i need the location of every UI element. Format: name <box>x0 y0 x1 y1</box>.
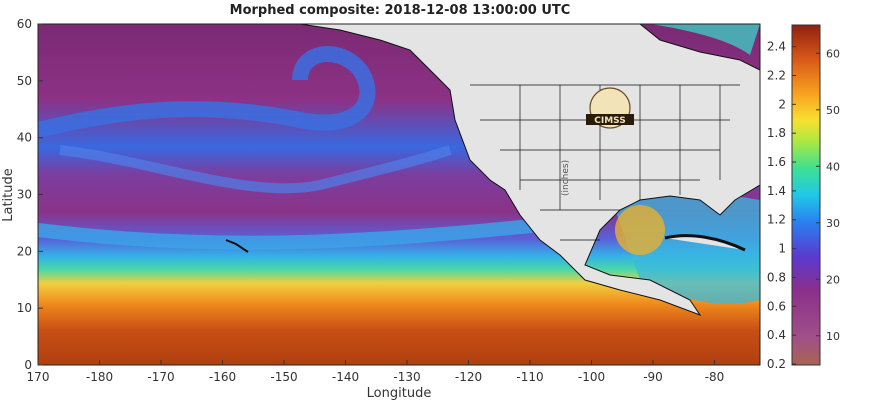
x-tick-label: -160 <box>209 370 236 384</box>
colorbar <box>791 24 821 366</box>
cb-mm-tick-label: 20 <box>826 273 840 286</box>
x-tick-label: -80 <box>705 370 725 384</box>
x-tick-label: -90 <box>643 370 663 384</box>
x-axis-ticks: 170 -180 -170 -160 -150 -140 -130 -120 -110 -100 -… <box>27 360 725 384</box>
cb-inch-tick-label: 2.4 <box>767 40 786 54</box>
x-tick-label: -180 <box>86 370 113 384</box>
moisture-band <box>59 145 452 194</box>
y-tick-label: 40 <box>17 131 32 145</box>
cb-inch-tick-label: 0.8 <box>767 270 786 284</box>
north-america-land <box>299 24 760 317</box>
y-axis-label: Latitude <box>1 168 16 222</box>
cb-inch-tick-label: 1.4 <box>767 184 786 198</box>
cimss-logo: CIMSS <box>586 87 634 129</box>
y-tick-label: 60 <box>17 17 32 31</box>
cb-inch-tick-label: 1.8 <box>767 126 786 140</box>
moisture-plume <box>38 46 376 138</box>
cb-mm-tick-label: 30 <box>826 217 840 230</box>
cb-inch-tick-label: 0.4 <box>767 328 786 342</box>
x-tick-label: -170 <box>147 370 174 384</box>
y-tick-label: 0 <box>24 358 32 372</box>
colorbar-inch-ticks: 0.2 0.4 0.6 0.8 1 1.2 1.4 1.6 1.8 2 2.2 2.4 <box>767 40 796 371</box>
x-tick-label: -120 <box>455 370 482 384</box>
cb-inch-tick-label: 1 <box>778 242 786 256</box>
x-tick-label: -140 <box>332 370 359 384</box>
y-tick-label: 50 <box>17 74 32 88</box>
colorbar-mm-ticks: 10 20 30 40 50 60 <box>816 47 840 343</box>
cb-mm-tick-label: 10 <box>826 330 840 343</box>
y-tick-label: 10 <box>17 301 32 315</box>
map-title: Morphed composite: 2018-12-08 13:00:00 U… <box>229 3 571 18</box>
x-tick-label: -130 <box>393 370 420 384</box>
cb-mm-tick-label: 60 <box>826 47 840 60</box>
x-tick-label: 170 <box>27 370 50 384</box>
cb-mm-tick-label: 50 <box>826 104 840 117</box>
cb-inch-tick-label: 1.2 <box>767 213 786 227</box>
cb-inch-tick-label: 1.6 <box>767 155 786 169</box>
cb-inch-tick-label: 2 <box>778 97 786 111</box>
colorbar-unit-label: (inches) <box>561 160 571 196</box>
y-tick-label: 30 <box>17 188 32 202</box>
cb-inch-tick-label: 0.2 <box>767 357 786 371</box>
logo-text: CIMSS <box>594 116 625 126</box>
cb-inch-tick-label: 2.2 <box>767 68 786 82</box>
cb-inch-tick-label: 0.6 <box>767 299 786 313</box>
x-tick-label: -110 <box>516 370 543 384</box>
x-tick-label: -100 <box>578 370 605 384</box>
map-field <box>38 24 760 365</box>
x-tick-label: -150 <box>270 370 297 384</box>
cb-mm-tick-label: 40 <box>826 160 840 173</box>
x-axis-label: Longitude <box>367 386 432 401</box>
y-axis-ticks: 0 10 20 30 40 50 60 <box>17 17 43 372</box>
y-tick-label: 20 <box>17 244 32 258</box>
